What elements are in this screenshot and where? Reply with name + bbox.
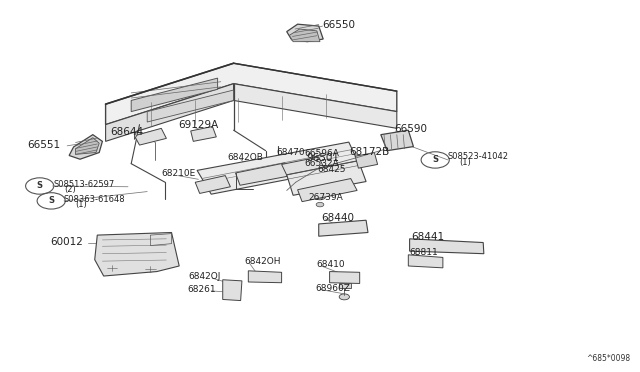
Polygon shape xyxy=(282,157,325,178)
Text: 68644: 68644 xyxy=(111,128,144,137)
Circle shape xyxy=(339,294,349,300)
Text: S: S xyxy=(36,182,43,190)
Polygon shape xyxy=(298,179,357,202)
Polygon shape xyxy=(287,161,366,195)
Circle shape xyxy=(145,265,156,272)
Polygon shape xyxy=(339,283,351,288)
Text: 66550: 66550 xyxy=(323,20,356,30)
Polygon shape xyxy=(106,63,397,125)
Text: 66551: 66551 xyxy=(27,140,60,150)
Circle shape xyxy=(227,293,236,298)
Text: 6842OB: 6842OB xyxy=(228,153,264,162)
Polygon shape xyxy=(319,220,368,236)
Text: (2): (2) xyxy=(64,185,76,194)
Text: 66596A: 66596A xyxy=(304,149,339,158)
Polygon shape xyxy=(234,84,397,128)
Circle shape xyxy=(316,202,324,207)
Circle shape xyxy=(210,179,223,187)
Polygon shape xyxy=(381,130,413,151)
Text: (1): (1) xyxy=(460,158,471,167)
Text: 68210E: 68210E xyxy=(161,169,196,178)
Text: S: S xyxy=(48,196,54,205)
Polygon shape xyxy=(147,90,234,122)
Polygon shape xyxy=(330,272,360,283)
Text: 68960Z: 68960Z xyxy=(315,284,349,293)
Text: 68410: 68410 xyxy=(317,260,346,269)
Text: 68261: 68261 xyxy=(187,285,216,294)
Text: S08363-61648: S08363-61648 xyxy=(64,195,125,203)
Polygon shape xyxy=(191,126,216,141)
Polygon shape xyxy=(223,280,242,301)
Polygon shape xyxy=(248,271,282,283)
Text: 6842OH: 6842OH xyxy=(244,257,281,266)
Polygon shape xyxy=(95,232,179,276)
Text: 60012: 60012 xyxy=(50,237,83,247)
Polygon shape xyxy=(76,138,99,154)
Text: (1): (1) xyxy=(76,200,87,209)
Text: ^685*0098: ^685*0098 xyxy=(586,354,630,363)
Polygon shape xyxy=(287,24,323,42)
Polygon shape xyxy=(289,29,320,42)
Polygon shape xyxy=(197,142,360,194)
Text: 96501: 96501 xyxy=(306,153,339,163)
Circle shape xyxy=(314,193,326,200)
Polygon shape xyxy=(408,255,443,268)
Text: 68425: 68425 xyxy=(317,165,346,174)
Circle shape xyxy=(311,164,326,173)
Text: 68811: 68811 xyxy=(410,248,438,257)
Polygon shape xyxy=(195,176,230,193)
Polygon shape xyxy=(134,128,166,145)
Polygon shape xyxy=(69,135,102,159)
Circle shape xyxy=(106,264,118,271)
Text: S08523-41042: S08523-41042 xyxy=(448,153,509,161)
Text: 68172B: 68172B xyxy=(349,147,389,157)
Polygon shape xyxy=(355,153,378,168)
Polygon shape xyxy=(131,78,218,112)
Text: S08513-62597: S08513-62597 xyxy=(53,180,115,189)
Text: 68440: 68440 xyxy=(321,213,355,222)
Text: 68470: 68470 xyxy=(276,148,305,157)
Circle shape xyxy=(227,286,236,291)
Polygon shape xyxy=(236,163,291,185)
Text: S: S xyxy=(432,155,438,164)
Text: 68441: 68441 xyxy=(411,232,444,242)
Polygon shape xyxy=(134,130,138,140)
Text: 66590: 66590 xyxy=(394,125,428,134)
Polygon shape xyxy=(410,239,484,254)
Text: 69129A: 69129A xyxy=(178,121,218,130)
Text: 6842OJ: 6842OJ xyxy=(189,272,221,281)
Text: 26739A: 26739A xyxy=(308,193,343,202)
Text: 66532A: 66532A xyxy=(305,159,339,168)
Polygon shape xyxy=(106,84,234,141)
